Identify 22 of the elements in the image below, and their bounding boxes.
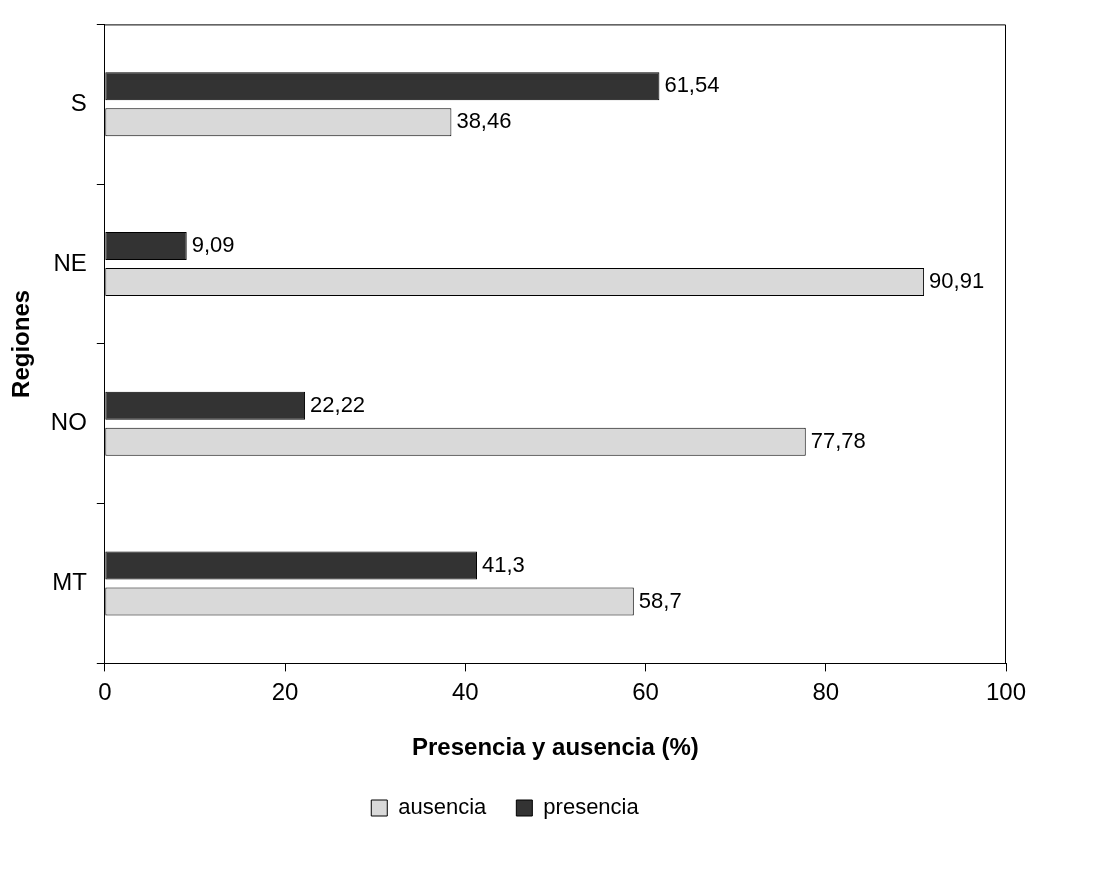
data-label: 41,3 bbox=[482, 551, 525, 577]
y-tick-label: NE bbox=[53, 248, 87, 276]
x-tick-label: 100 bbox=[985, 678, 1027, 706]
legend-label: presencia bbox=[543, 794, 640, 820]
data-label: 61,54 bbox=[664, 72, 720, 98]
x-tick-label: 0 bbox=[98, 678, 112, 706]
x-tick-label: 20 bbox=[271, 678, 299, 706]
data-label: 9,09 bbox=[191, 232, 235, 258]
x-tick-label: 40 bbox=[451, 678, 479, 706]
data-label: 77,78 bbox=[810, 427, 866, 453]
x-tick-label: 80 bbox=[812, 678, 840, 706]
data-label: 90,91 bbox=[929, 268, 985, 294]
y-tick-label: MT bbox=[52, 568, 88, 596]
legend-label: ausencia bbox=[398, 794, 488, 820]
data-label: 38,46 bbox=[456, 108, 512, 134]
y-tick-label: NO bbox=[50, 408, 87, 436]
y-tick-label: S bbox=[70, 88, 87, 116]
x-axis-title: Presencia y ausencia (%) bbox=[411, 733, 699, 761]
x-tick-label: 60 bbox=[632, 678, 659, 706]
data-label: 22,22 bbox=[310, 391, 366, 417]
y-axis-title: Regiones bbox=[7, 289, 35, 398]
data-label: 58,7 bbox=[638, 587, 682, 613]
